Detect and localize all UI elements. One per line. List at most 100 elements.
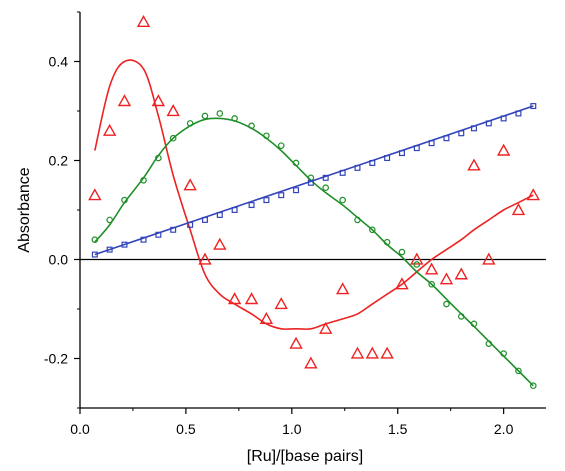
series-3-point: [307, 179, 314, 186]
series-3-point: [443, 135, 450, 142]
series-1-point: [151, 94, 166, 107]
series-1-point: [395, 277, 409, 290]
series-3-point: [121, 241, 128, 248]
series-3-point: [458, 130, 465, 137]
series-3-point: [369, 159, 376, 166]
series-2-point: [383, 238, 391, 246]
x-tick-label: 2.0: [494, 421, 514, 437]
series-1-point: [244, 292, 259, 305]
series-3-point: [231, 207, 238, 214]
series-2-point: [201, 112, 209, 120]
series-2-point: [216, 110, 224, 117]
series-3-point: [500, 115, 507, 122]
series-3-point: [278, 192, 285, 199]
series-1-point: [259, 311, 274, 324]
series-2-point: [91, 236, 99, 244]
series-3-point: [201, 216, 208, 223]
series-2-point: [248, 122, 255, 130]
series-2-point: [106, 216, 113, 224]
series-2-point: [121, 196, 128, 204]
series-3-point: [322, 174, 329, 181]
series-1-point: [467, 158, 481, 171]
series-3-point: [248, 202, 255, 209]
series-1-point: [227, 292, 242, 305]
series-2-point: [322, 184, 330, 192]
series-2-point: [140, 177, 147, 184]
series-1-point: [454, 267, 468, 280]
x-tick-label: 1.5: [388, 421, 408, 437]
series-1-point: [102, 123, 117, 136]
y-tick-label: 0.2: [49, 153, 69, 169]
series-2-point: [443, 300, 450, 308]
series-1-point: [274, 297, 288, 310]
series-3-point: [106, 246, 113, 253]
series-3-point: [485, 120, 492, 127]
series-3-point: [470, 125, 477, 132]
series-1-point: [117, 94, 132, 107]
series-1-point: [289, 336, 303, 349]
series-1-point: [213, 237, 227, 250]
series-2-point: [369, 226, 376, 234]
x-axis-title: [Ru]/[base pairs]: [247, 448, 364, 465]
series-1-point: [335, 282, 350, 295]
series-2-point: [485, 340, 493, 347]
series-1-point: [482, 252, 496, 265]
series-1-point: [88, 188, 102, 201]
series-3-point: [339, 169, 346, 176]
series-2-point: [398, 248, 406, 256]
y-tick-label: 0.4: [49, 54, 69, 70]
series-1-fit-line: [94, 59, 534, 330]
series-2-point: [515, 367, 522, 375]
series-2-point: [457, 313, 465, 320]
series-2-point: [500, 350, 507, 357]
series-3-point: [263, 197, 270, 204]
series-3-point: [155, 231, 162, 238]
series-1-point: [380, 346, 394, 359]
series-2-point: [169, 134, 177, 142]
x-tick-label: 0.5: [176, 421, 196, 437]
x-tick-label: 0.0: [70, 421, 90, 437]
series-1-point: [183, 178, 197, 191]
series-1-point: [511, 203, 526, 216]
series-2-point: [231, 115, 238, 122]
series-1-point: [365, 346, 379, 359]
series-2-point: [428, 280, 435, 288]
series-2-point: [186, 120, 194, 127]
series-2-point: [413, 261, 421, 268]
series-1-point: [410, 252, 424, 265]
series-1-point: [526, 188, 540, 201]
series-1-point: [496, 143, 511, 156]
series-3-point: [140, 236, 147, 243]
series-2-point: [155, 154, 162, 162]
series-1-point: [424, 262, 439, 275]
series-3-point: [398, 150, 405, 157]
x-tick-label: 1.0: [282, 421, 302, 437]
series-3-point: [216, 211, 223, 218]
series-2-point: [470, 320, 478, 328]
series-3-point: [187, 221, 194, 228]
series-2-point: [529, 382, 537, 390]
series-1-point: [166, 104, 180, 117]
series-2-point: [292, 159, 300, 167]
series-2-point: [277, 142, 285, 149]
series-3-point: [354, 164, 361, 171]
series-1-point: [319, 321, 333, 334]
series-1-point: [136, 14, 151, 27]
y-axis-title: Absorbance: [16, 167, 33, 252]
y-tick-label: 0.0: [49, 252, 69, 268]
series-2-point: [354, 216, 361, 224]
series-1-point: [439, 272, 454, 285]
series-1-point: [350, 346, 365, 359]
y-tick-label: -0.2: [44, 351, 68, 367]
series-3-point: [170, 226, 177, 233]
series-3-point: [515, 110, 522, 117]
series-2-fit-line: [94, 117, 534, 387]
series-3-point: [91, 251, 98, 258]
series-3-point: [530, 103, 537, 110]
series-3-point: [413, 145, 420, 152]
series-2-point: [263, 132, 270, 140]
series-1-point: [304, 356, 318, 369]
series-1-point: [198, 252, 212, 265]
series-3-point: [428, 140, 435, 147]
